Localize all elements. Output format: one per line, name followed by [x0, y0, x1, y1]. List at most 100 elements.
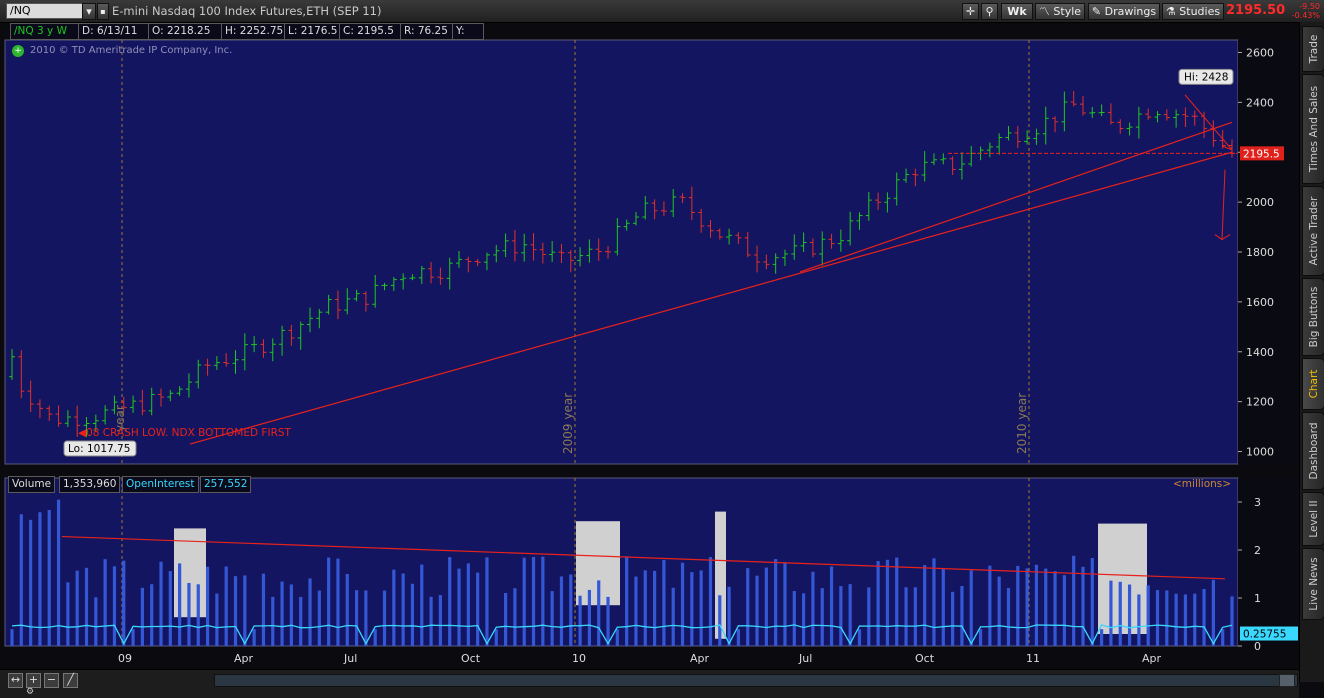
symbol-dropdown-icon[interactable]: ▾: [82, 3, 96, 20]
scrollbar-thumb[interactable]: [1279, 674, 1295, 687]
tab-dashboard[interactable]: Dashboard: [1302, 412, 1324, 490]
price-axis-background: [1238, 40, 1298, 464]
volume-bar: [829, 566, 834, 646]
volume-bar: [1081, 566, 1085, 646]
year-marker-label: 2010 year: [1015, 393, 1029, 454]
volume-bar: [354, 590, 359, 646]
tab-chart[interactable]: Chart: [1302, 358, 1324, 410]
side-tabs: Trade Times And Sales Active Trader Big …: [1299, 22, 1324, 682]
x-tick-label: Oct: [461, 652, 481, 665]
volume-bar: [317, 590, 321, 646]
volume-bar: [345, 573, 349, 646]
volume-bar: [215, 593, 219, 646]
volume-bar: [420, 564, 424, 646]
hi-label-box: [1178, 68, 1234, 85]
trendline-upper: [799, 121, 1233, 273]
volume-bar: [941, 568, 945, 646]
volume-bar: [625, 556, 629, 646]
oi-tag-box: [1240, 626, 1298, 641]
volume-bar: [103, 559, 107, 646]
style-button[interactable]: 〽 Style: [1035, 3, 1085, 20]
zoom-in-icon[interactable]: +: [26, 673, 41, 688]
volume-bar: [1174, 593, 1178, 646]
vol-y-label: 0: [1254, 640, 1261, 653]
volume-bar: [652, 570, 657, 646]
volume-bar: [1025, 568, 1029, 646]
crosshair-icon[interactable]: ✛: [962, 3, 979, 20]
volume-bar: [205, 566, 210, 646]
volume-bar: [84, 567, 89, 646]
volume-bar: [261, 573, 266, 646]
volume-bar: [578, 595, 582, 646]
down-arrow-drawing: [1184, 94, 1233, 151]
plus-icon[interactable]: +: [12, 45, 24, 57]
price-panel[interactable]: 260024002200200018001600140012001000year…: [4, 39, 1298, 465]
style-label: Style: [1053, 5, 1082, 18]
year-marker-label: year: [113, 405, 127, 432]
volume-bar: [680, 562, 685, 646]
drawings-button[interactable]: ✎ Drawings: [1088, 3, 1160, 20]
link-icon[interactable]: ▪: [97, 3, 109, 20]
tab-times-and-sales[interactable]: Times And Sales: [1302, 74, 1324, 184]
volume-bar: [289, 584, 293, 646]
volume-bar: [1137, 594, 1141, 646]
volume-bar: [988, 565, 992, 646]
volume-bar: [466, 563, 470, 646]
change-points: -9.50: [1299, 2, 1320, 11]
volume-bar: [1109, 580, 1113, 646]
tab-active-trader[interactable]: Active Trader: [1302, 186, 1324, 276]
tab-label: Level II: [1307, 500, 1320, 538]
volume-bar: [1155, 590, 1160, 646]
volume-bar: [224, 566, 228, 646]
chart-area[interactable]: 260024002200200018001600140012001000year…: [0, 22, 1299, 669]
volume-bar: [699, 570, 703, 646]
x-tick-label: Jul: [343, 652, 357, 665]
volume-bar: [299, 596, 303, 646]
volume-bar: [280, 581, 284, 646]
tab-big-buttons[interactable]: Big Buttons: [1302, 278, 1324, 356]
volume-bar: [904, 587, 908, 646]
high-value: H: 2252.75: [221, 23, 291, 40]
volume-bar: [820, 588, 824, 646]
volume-bar: [438, 595, 442, 646]
symbol-input[interactable]: /NQ: [6, 3, 83, 19]
volume-bar: [187, 582, 191, 646]
volume-bar: [606, 596, 610, 646]
vol-y-label: 2: [1254, 544, 1261, 557]
tab-trade[interactable]: Trade: [1302, 26, 1324, 72]
volume-bar: [448, 557, 452, 646]
timeframe-button[interactable]: Wk: [1001, 3, 1033, 20]
y-tick-label: 1800: [1246, 246, 1274, 259]
volume-bar: [550, 591, 554, 646]
zoom-icon[interactable]: ⚲: [981, 3, 998, 20]
volume-bar: [867, 587, 871, 646]
tab-label: Times And Sales: [1307, 85, 1320, 173]
volume-bar: [978, 629, 983, 646]
zoom-out-icon[interactable]: −: [44, 673, 59, 688]
tab-label: Trade: [1307, 34, 1320, 64]
volume-bar: [969, 570, 973, 646]
tab-level-ii[interactable]: Level II: [1302, 492, 1324, 546]
volume-bar: [10, 629, 14, 646]
open-interest-line: [11, 624, 1233, 646]
volume-bar: [1034, 564, 1039, 646]
time-scrollbar[interactable]: [214, 674, 1298, 687]
volume-bar: [122, 560, 126, 646]
x-tick-label: Apr: [690, 652, 710, 665]
volume-bar: [243, 575, 247, 646]
volume-bar: [429, 596, 433, 646]
copyright: 2010 © TD Ameritrade IP Company, Inc.: [30, 45, 233, 56]
volume-bar: [494, 629, 498, 646]
volume-bar: [913, 587, 917, 646]
tab-live-news[interactable]: Live News: [1302, 548, 1324, 620]
draw-line-icon[interactable]: ╱: [63, 673, 78, 688]
volume-bar: [597, 580, 601, 646]
settings-icon[interactable]: ⚙: [26, 687, 35, 697]
volume-bar: [476, 572, 480, 646]
studies-button[interactable]: ⚗ Studies: [1162, 3, 1224, 20]
volume-bar: [736, 629, 741, 646]
volume-bar: [159, 561, 163, 646]
volume-bar: [392, 569, 396, 646]
drawing-tool-icon[interactable]: ↔: [8, 673, 23, 688]
